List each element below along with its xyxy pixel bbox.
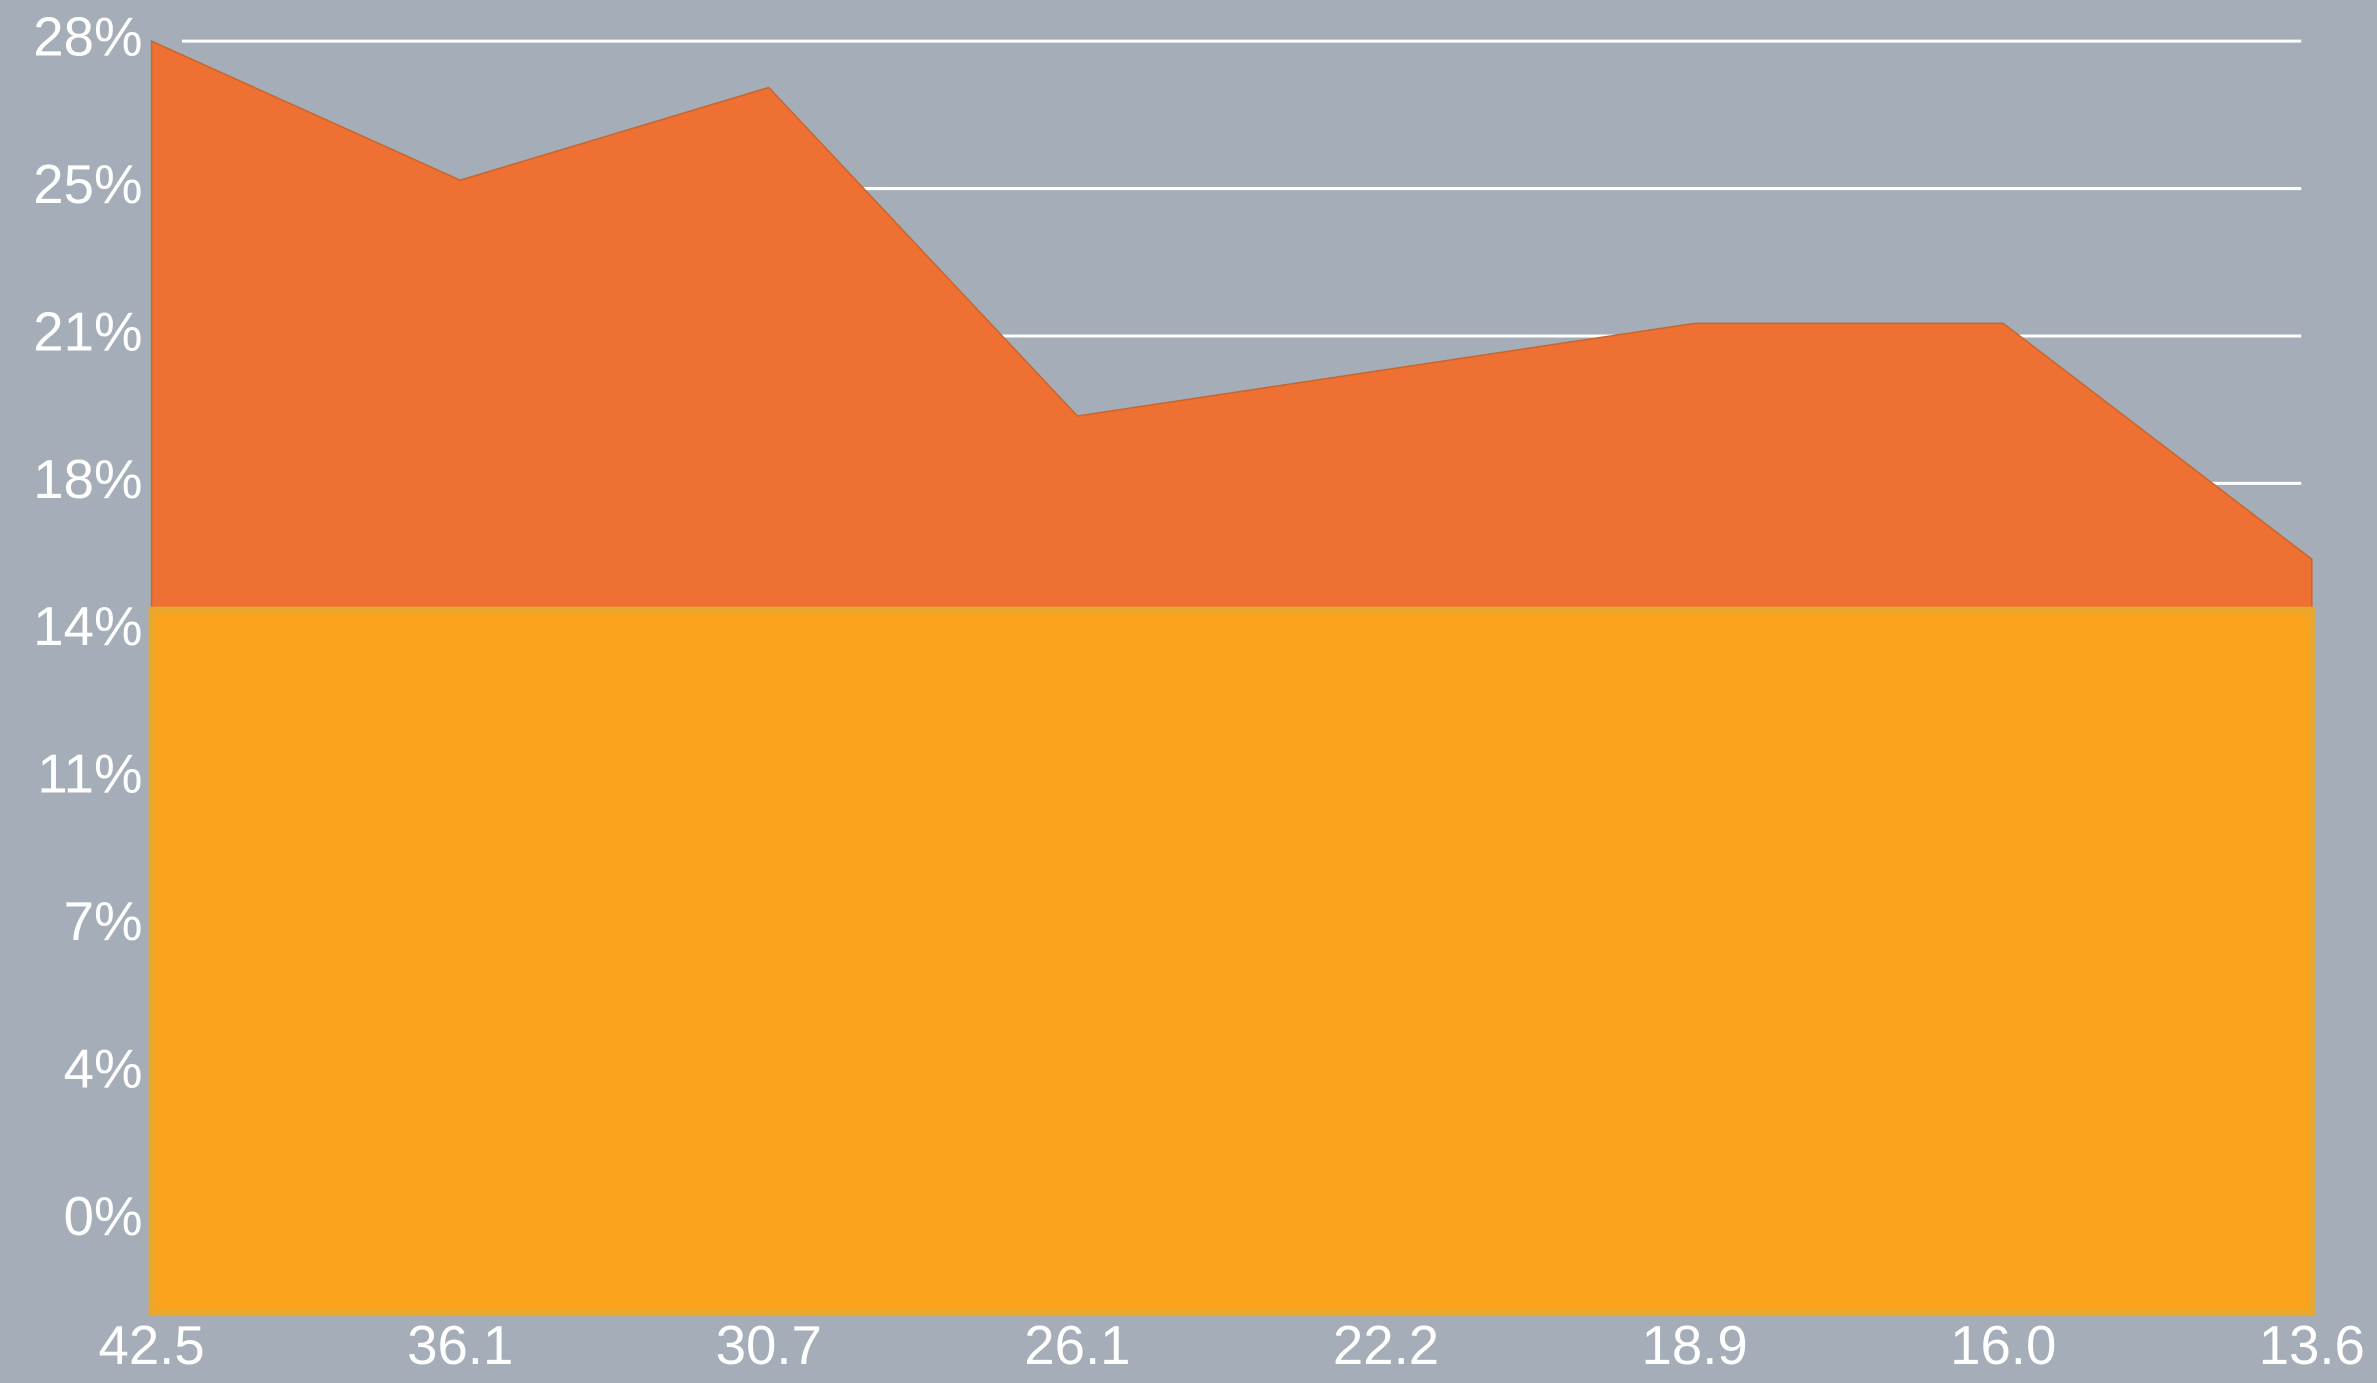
- x-tick-label: 18.9: [1642, 1315, 1748, 1376]
- y-tick-label: 14%: [33, 596, 142, 657]
- y-tick-label: 7%: [64, 891, 143, 952]
- x-tick-label: 22.2: [1333, 1315, 1439, 1376]
- y-tick-label: 28%: [33, 7, 142, 68]
- y-tick-label: 4%: [64, 1038, 143, 1099]
- x-tick-label: 42.5: [98, 1315, 204, 1376]
- x-tick-label: 36.1: [407, 1315, 513, 1376]
- y-tick-label: 21%: [33, 301, 142, 362]
- x-tick-label: 30.7: [716, 1315, 822, 1376]
- x-tick-label: 26.1: [1024, 1315, 1130, 1376]
- area: [148, 606, 2315, 1317]
- y-tick-label: 18%: [33, 449, 142, 510]
- y-tick-label: 25%: [33, 154, 142, 215]
- x-tick-label: 13.6: [2259, 1315, 2365, 1376]
- y-tick-label: 11%: [37, 744, 142, 805]
- x-tick-label: 16.0: [1950, 1315, 2056, 1376]
- y-tick-label: 0%: [64, 1186, 143, 1247]
